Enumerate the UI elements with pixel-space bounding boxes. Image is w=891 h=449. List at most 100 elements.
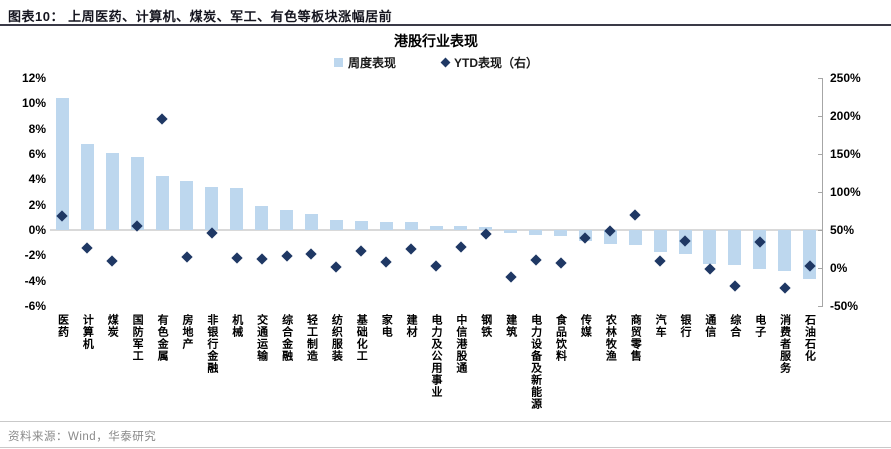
ytd-diamond-marker xyxy=(629,209,641,221)
category-label: 电力设备及新能源 xyxy=(529,314,542,410)
right-axis-tick-label: 250% xyxy=(830,71,861,85)
weekly-bar xyxy=(130,156,144,230)
header-divider xyxy=(0,24,891,26)
category-label: 消费者服务 xyxy=(778,314,791,374)
weekly-bar xyxy=(105,152,119,230)
weekly-bar xyxy=(703,230,717,265)
category-label: 食品饮料 xyxy=(554,314,567,362)
category-label: 电子 xyxy=(753,314,766,338)
right-axis-tick-label: 100% xyxy=(830,185,861,199)
ytd-diamond-marker xyxy=(455,241,467,253)
weekly-bar xyxy=(379,222,393,230)
weekly-bar xyxy=(728,230,742,266)
weekly-bar xyxy=(628,230,642,246)
category-label: 电力及公用事业 xyxy=(430,314,442,398)
category-label: 国防军工 xyxy=(131,314,144,362)
left-axis-tick-label: 4% xyxy=(28,172,46,187)
weekly-bar xyxy=(429,226,443,230)
right-axis-tick xyxy=(818,268,823,269)
category-label: 通信 xyxy=(703,314,716,338)
weekly-bar xyxy=(404,222,418,230)
category-label: 煤炭 xyxy=(106,314,119,338)
category-label: 银行 xyxy=(679,314,692,338)
weekly-bar xyxy=(653,230,667,252)
category-label: 基础化工 xyxy=(355,314,368,362)
weekly-bar xyxy=(205,186,219,230)
weekly-bar xyxy=(55,98,69,230)
weekly-bar xyxy=(354,221,368,230)
left-axis-tick-label: 12% xyxy=(21,71,46,85)
category-label: 机械 xyxy=(230,314,243,338)
ytd-diamond-marker xyxy=(256,253,268,265)
category-label: 钢铁 xyxy=(479,314,492,338)
legend-item-weekly: 周度表现 xyxy=(333,54,396,71)
ytd-diamond-marker xyxy=(654,255,666,267)
weekly-bar xyxy=(304,213,318,230)
category-label: 有色金属 xyxy=(156,314,169,362)
ytd-diamond-marker xyxy=(355,244,367,257)
figure-title: 图表10： 上周医药、计算机、煤炭、军工、有色等板块涨幅居前 xyxy=(8,9,393,24)
left-axis-tick-label: -6% xyxy=(24,299,46,313)
left-axis-tick-label: 6% xyxy=(28,147,46,161)
category-label: 家电 xyxy=(380,314,393,338)
source-divider xyxy=(0,421,891,422)
ytd-diamond-marker xyxy=(305,248,318,260)
weekly-bar xyxy=(504,230,518,233)
right-axis-tick xyxy=(818,192,823,193)
weekly-bar xyxy=(230,188,244,230)
right-axis-tick-label: 150% xyxy=(830,147,861,161)
chart-legend: 周度表现 YTD表现（右） xyxy=(0,54,872,71)
weekly-bar xyxy=(554,230,568,237)
category-label: 传媒 xyxy=(579,314,592,338)
category-label: 医药 xyxy=(56,314,69,338)
weekly-bar xyxy=(280,209,294,230)
right-axis-tick xyxy=(818,306,823,307)
right-axis-tick xyxy=(818,116,823,117)
ytd-diamond-marker xyxy=(529,254,542,267)
weekly-bar xyxy=(80,143,94,230)
category-label: 综合 xyxy=(728,314,741,338)
left-axis-tick-label: 8% xyxy=(28,121,46,136)
source-note: 资料来源：Wind，华泰研究 xyxy=(8,431,157,443)
weekly-bar xyxy=(180,180,194,230)
category-label: 计算机 xyxy=(81,314,94,350)
legend-label-ytd: YTD表现（右） xyxy=(454,56,539,70)
bottom-divider xyxy=(0,447,891,448)
right-axis-tick-label: 0% xyxy=(830,261,848,275)
weekly-bar xyxy=(329,219,343,230)
weekly-bar xyxy=(155,175,169,230)
category-label: 建筑 xyxy=(504,314,517,338)
ytd-diamond-marker xyxy=(704,263,716,275)
right-axis-tick xyxy=(818,154,823,155)
legend-item-ytd: YTD表现（右） xyxy=(440,54,539,71)
category-label: 商贸零售 xyxy=(629,314,642,362)
right-axis-tick-label: 200% xyxy=(830,109,861,123)
ytd-diamond-marker xyxy=(405,243,417,255)
ytd-diamond-marker xyxy=(330,261,343,273)
category-label: 汽车 xyxy=(654,314,667,338)
ytd-diamond-marker xyxy=(106,255,118,267)
ytd-diamond-marker xyxy=(81,242,94,254)
zero-gridline xyxy=(50,229,822,231)
ytd-diamond-marker xyxy=(156,113,168,125)
weekly-bar xyxy=(778,230,792,271)
weekly-bar xyxy=(255,205,269,230)
chart-title: 港股行业表现 xyxy=(394,33,478,49)
bar-swatch-icon xyxy=(333,58,343,67)
right-axis-tick xyxy=(818,78,823,79)
weekly-bar xyxy=(529,230,543,236)
right-axis-tick xyxy=(818,230,823,231)
category-label: 综合金融 xyxy=(280,314,293,362)
right-axis-tick-label: 50% xyxy=(830,223,855,237)
category-label: 农林牧渔 xyxy=(604,314,617,362)
ytd-diamond-marker xyxy=(231,252,243,264)
ytd-diamond-marker xyxy=(729,280,741,292)
ytd-diamond-marker xyxy=(554,257,567,269)
category-label: 纺织服装 xyxy=(330,314,343,362)
ytd-diamond-marker xyxy=(280,250,293,262)
left-axis-tick-label: 0% xyxy=(28,223,46,237)
category-label: 交通运输 xyxy=(255,314,268,362)
right-axis-tick-label: -50% xyxy=(830,299,859,313)
category-label: 非银行金融 xyxy=(205,314,218,374)
